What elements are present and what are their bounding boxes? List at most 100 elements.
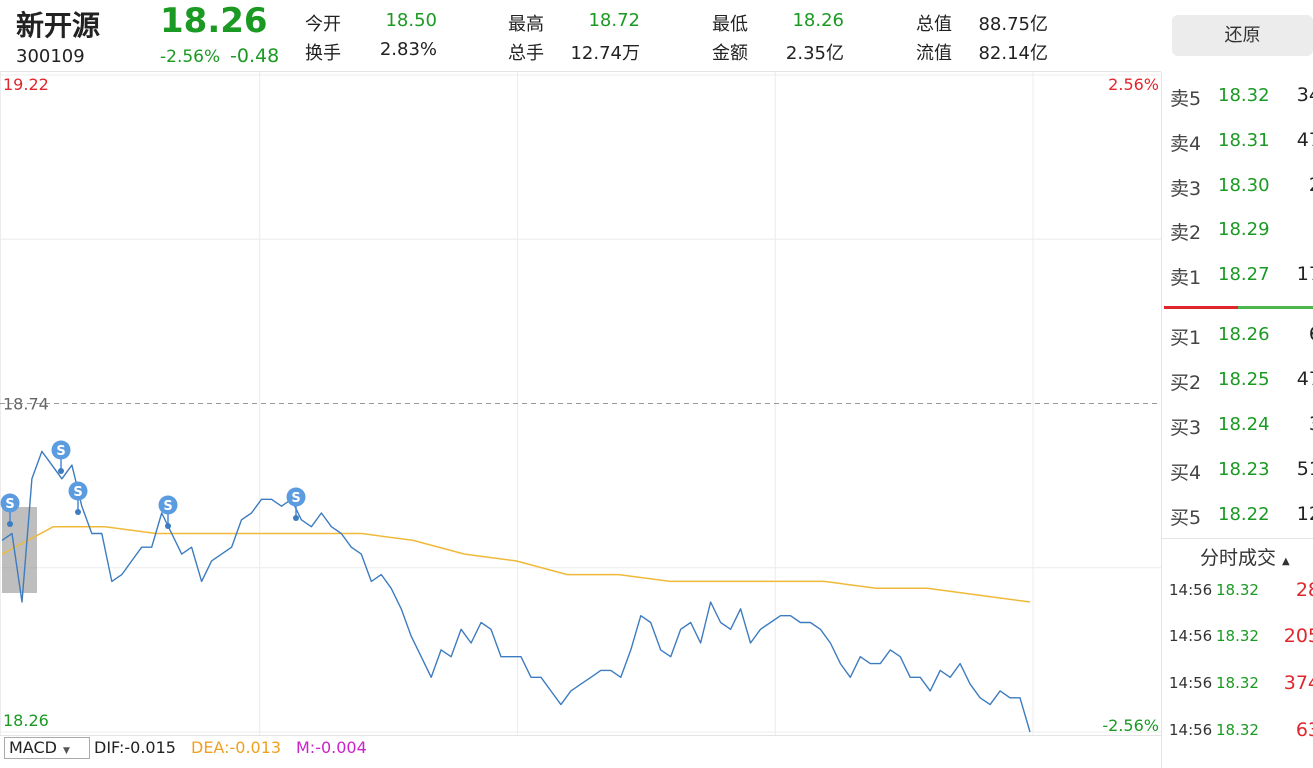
marker-label: S xyxy=(163,499,172,514)
marker-label: S xyxy=(291,491,300,506)
change: -0.48 xyxy=(230,45,280,67)
book-volume: 66 xyxy=(1273,323,1313,345)
stat-value: 2.35亿 xyxy=(785,43,844,64)
book-price: 18.32 xyxy=(1218,85,1270,106)
book-volume: 122 xyxy=(1296,503,1313,525)
trade-volume: 374 xyxy=(1283,672,1313,694)
trade-time: 14:56 xyxy=(1169,627,1213,645)
trade-volume: 28 xyxy=(1295,579,1313,601)
book-label: 买1 xyxy=(1170,327,1202,349)
book-label: 买5 xyxy=(1170,507,1202,529)
stat-label: 流值 xyxy=(916,43,952,64)
dif: DIF:-0.015 xyxy=(94,738,176,757)
book-volume: 21 xyxy=(1273,174,1313,196)
book-volume: 512 xyxy=(1296,458,1313,480)
intraday-chart: 18.26 18.74 19.22 2.56% -2.56% S S S S S xyxy=(0,72,1161,735)
marker-dot xyxy=(58,468,64,474)
stat-label: 最低 xyxy=(712,14,748,35)
trade-price: 18.32 xyxy=(1216,627,1259,645)
marker-label: S xyxy=(56,444,65,459)
marker-dot xyxy=(293,515,299,521)
trade-volume: 63 xyxy=(1295,719,1313,741)
average-line xyxy=(1,525,1031,603)
book-label: 卖3 xyxy=(1170,178,1202,200)
stat-value: 82.14亿 xyxy=(978,43,1048,64)
indicator-select[interactable]: MACD ▼ xyxy=(4,737,90,759)
book-label: 买3 xyxy=(1170,417,1202,439)
book-volume: 178 xyxy=(1296,263,1313,285)
stat-value: 12.74万 xyxy=(570,43,640,64)
stat-label: 最高 xyxy=(508,14,544,35)
stat-value: 18.72 xyxy=(588,10,640,31)
y-tick-label: 18.74 xyxy=(3,395,49,414)
header-divider xyxy=(0,71,1161,72)
trades-title[interactable]: 分时成交 ▲ xyxy=(1200,543,1290,570)
stat-label: 金额 xyxy=(712,43,748,64)
stat-value: 88.75亿 xyxy=(978,14,1048,35)
indicator-name: MACD xyxy=(9,738,57,757)
book-price: 18.27 xyxy=(1218,264,1270,285)
marker-badge xyxy=(0,493,20,513)
book-price: 18.25 xyxy=(1218,369,1270,390)
marker-dot xyxy=(7,521,13,527)
stock-code: 300109 xyxy=(16,46,85,67)
stat-value: 18.50 xyxy=(385,10,437,31)
sort-arrow: ▲ xyxy=(1282,556,1290,567)
m: M:-0.004 xyxy=(296,738,367,757)
stat-value: 18.26 xyxy=(792,10,844,31)
pct-bottom: -2.56% xyxy=(1102,716,1159,735)
bid-bar xyxy=(1238,306,1313,309)
ask-bar xyxy=(1164,306,1238,309)
book-price: 18.30 xyxy=(1218,175,1270,196)
stat-label: 总值 xyxy=(916,14,952,35)
book-label: 买4 xyxy=(1170,462,1202,484)
book-label: 买2 xyxy=(1170,372,1202,394)
panel-divider xyxy=(1161,72,1162,768)
book-price: 18.26 xyxy=(1218,324,1270,345)
last-price: 18.26 xyxy=(160,1,268,41)
marker-badge xyxy=(286,487,306,507)
book-volume: 31 xyxy=(1273,413,1313,435)
change-pct: -2.56% xyxy=(160,47,221,67)
book-volume: 471 xyxy=(1296,129,1313,151)
book-label: 卖2 xyxy=(1170,222,1202,244)
trades-title-text: 分时成交 xyxy=(1200,547,1277,569)
trade-time: 14:56 xyxy=(1169,674,1213,692)
book-volume: 5 xyxy=(1273,218,1313,240)
book-price: 18.24 xyxy=(1218,414,1270,435)
stat-label: 总手 xyxy=(508,43,544,64)
marker-dot xyxy=(165,523,171,529)
dea: DEA:-0.013 xyxy=(191,738,282,757)
book-label: 卖5 xyxy=(1170,88,1202,110)
trade-price: 18.32 xyxy=(1216,581,1259,599)
pct-top: 2.56% xyxy=(1108,75,1159,94)
dropdown-arrow: ▼ xyxy=(62,746,70,756)
book-price: 18.31 xyxy=(1218,130,1270,151)
book-volume: 473 xyxy=(1296,368,1313,390)
stat-value: 2.83% xyxy=(379,39,437,60)
book-volume: 347 xyxy=(1296,84,1313,106)
trade-price: 18.32 xyxy=(1216,721,1259,739)
trade-time: 14:56 xyxy=(1169,581,1213,599)
stat-label: 换手 xyxy=(305,43,341,64)
marker-dot xyxy=(75,509,81,515)
book-label: 卖1 xyxy=(1170,267,1202,289)
marker-badge xyxy=(51,440,71,460)
book-price: 18.23 xyxy=(1218,459,1270,480)
marker-badge xyxy=(68,481,88,501)
book-price: 18.29 xyxy=(1218,219,1270,240)
restore-button[interactable]: 还原 xyxy=(1172,15,1313,56)
y-tick-label: 19.22 xyxy=(3,75,49,94)
price-line xyxy=(1,450,1031,733)
cursor-box xyxy=(2,507,37,593)
marker-label: S xyxy=(73,485,82,500)
y-tick-label: 18.26 xyxy=(3,711,49,730)
book-price: 18.22 xyxy=(1218,504,1270,525)
trade-price: 18.32 xyxy=(1216,674,1259,692)
book-label: 卖4 xyxy=(1170,133,1202,155)
stock-name: 新开源 xyxy=(16,9,101,42)
marker-badge xyxy=(158,495,178,515)
trade-time: 14:56 xyxy=(1169,721,1213,739)
marker-label: S xyxy=(5,497,14,512)
indicator-divider xyxy=(0,735,1161,736)
